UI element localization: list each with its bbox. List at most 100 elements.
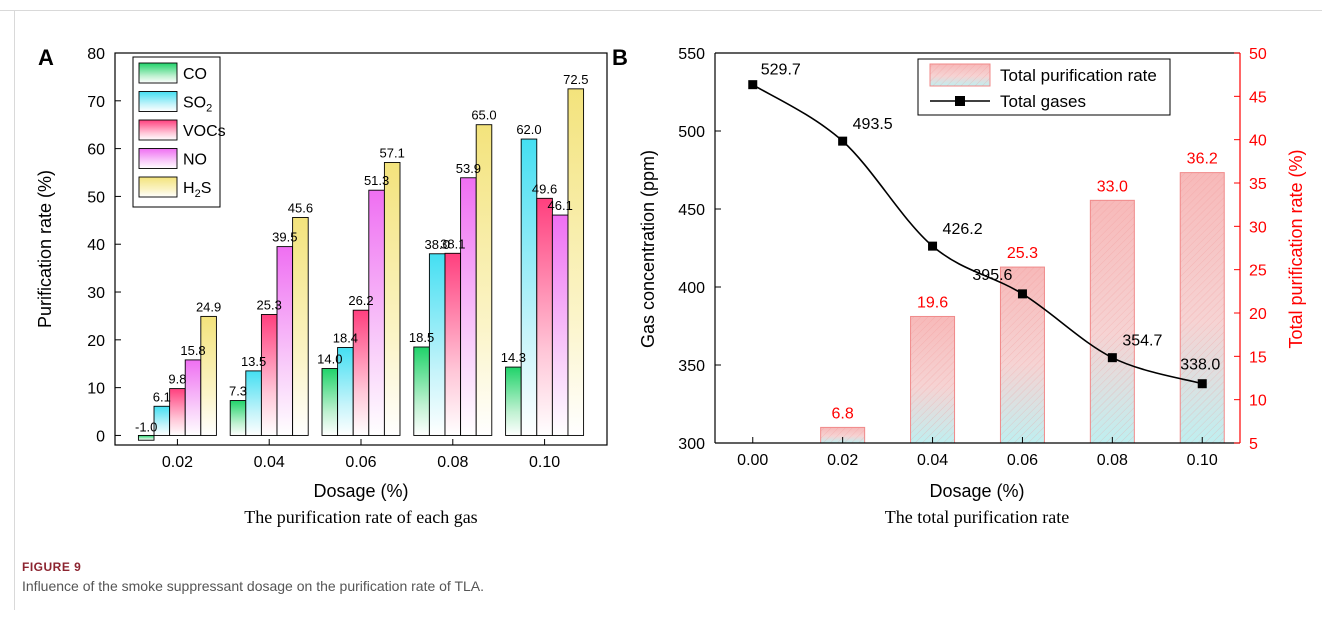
panel-b-right-tick-label: 20 xyxy=(1249,306,1267,323)
total-gases-point-0-08 xyxy=(1107,353,1117,363)
legend-label-so2: SO2 xyxy=(183,95,212,115)
total-purification-label-0-08: 33.0 xyxy=(1097,178,1128,195)
total-purification-label-0-04: 19.6 xyxy=(917,294,948,311)
figure-left-rule xyxy=(14,10,15,610)
legend-swatch-no xyxy=(138,148,178,169)
panel-a-ylabel: Purification rate (%) xyxy=(35,170,55,328)
bar-h2s-0-10 xyxy=(567,88,585,436)
panel-b-right-tick-label: 30 xyxy=(1249,219,1267,236)
panel-b-left-tick-label: 500 xyxy=(678,124,705,141)
total-gases-point-0-02 xyxy=(838,136,848,146)
panel-a-ytick-label: 40 xyxy=(87,237,105,254)
panel-a: A 0 10 20 30 40 50 60 70 80 -1.0 6.1 9.8 15.8 24.9 7.… xyxy=(35,45,608,527)
panel-a-y-ticks: 0 10 20 30 40 50 60 70 80 xyxy=(87,46,121,445)
bar-h2s-0-08 xyxy=(475,124,493,436)
legend-total-gases-label: Total gases xyxy=(1000,92,1086,111)
figure-caption-text: Influence of the smoke suppressant dosag… xyxy=(22,578,485,594)
bar-label-vocs-0-10: 49.6 xyxy=(532,181,557,196)
bar-no-0-06 xyxy=(368,189,385,436)
total-purification-label-0-06: 25.3 xyxy=(1007,245,1038,262)
total-gases-label-0-02: 493.5 xyxy=(853,116,893,133)
bar-no-0-02 xyxy=(184,359,202,436)
panel-b-x-ticks: 0.00 0.02 0.04 0.06 0.08 0.10 xyxy=(737,437,1218,469)
total-gases-label-0-06: 395.6 xyxy=(972,267,1012,284)
bar-label-no-0-06: 51.3 xyxy=(364,173,389,188)
panel-b-xtick-label: 0.06 xyxy=(1007,452,1038,469)
panel-a-xlabel: Dosage (%) xyxy=(313,481,408,501)
bar-vocs-0-10 xyxy=(536,197,553,436)
panel-b-left-ticks: 300 350 400 450 500 550 xyxy=(678,46,721,453)
bar-label-h2s-0-04: 45.6 xyxy=(288,200,313,215)
panel-b-left-tick-label: 350 xyxy=(678,358,705,375)
total-gases-point-0-00 xyxy=(748,80,758,90)
total-gases-point-0-06 xyxy=(1017,289,1027,299)
panel-b-right-tick-label: 15 xyxy=(1249,349,1267,366)
panel-b-xtick-label: 0.04 xyxy=(917,452,948,469)
total-purification-bar-hatch-0-02 xyxy=(820,427,865,443)
bar-label-no-0-04: 39.5 xyxy=(272,230,297,245)
bar-label-no-0-10: 46.1 xyxy=(548,198,573,213)
panel-b-right-ticks: 5 10 15 20 25 30 35 40 45 50 xyxy=(1234,46,1267,453)
figure-9-chart: A 0 10 20 30 40 50 60 70 80 -1.0 6.1 9.8 15.8 24.9 7.… xyxy=(35,45,1306,527)
figure-label: FIGURE 9 xyxy=(22,560,82,574)
bar-label-no-0-08: 53.9 xyxy=(456,161,481,176)
panel-b-bars xyxy=(820,172,1225,444)
bar-co-0-04 xyxy=(229,400,247,436)
bar-label-vocs-0-02: 9.8 xyxy=(168,372,186,387)
panel-b-legend: Total purification rate Total gases xyxy=(917,58,1171,116)
bar-label-co-0-08: 18.5 xyxy=(409,330,434,345)
bar-label-so2-0-06: 18.4 xyxy=(333,330,358,345)
total-purification-label-0-10: 36.2 xyxy=(1187,151,1218,168)
legend-swatch-vocs xyxy=(138,119,178,141)
panel-a-ytick-label: 50 xyxy=(87,189,105,206)
total-purification-bar-hatch-0-08 xyxy=(1090,200,1135,443)
bar-label-so2-0-08: 38.0 xyxy=(425,237,450,252)
legend-label-h2s: H2S xyxy=(183,180,211,200)
panel-a-ytick-label: 70 xyxy=(87,94,105,111)
panel-b-right-tick-label: 35 xyxy=(1249,176,1267,193)
bar-label-so2-0-02: 6.1 xyxy=(153,389,171,404)
panel-b-xlabel: Dosage (%) xyxy=(929,481,1024,501)
bar-label-co-0-10: 14.3 xyxy=(501,350,526,365)
panel-a-xtick-label: 0.04 xyxy=(254,454,285,471)
bar-label-co-0-02: -1.0 xyxy=(135,419,157,434)
panel-a-letter: A xyxy=(38,45,54,70)
panel-b-line-points xyxy=(748,80,1207,389)
legend-label-no: NO xyxy=(183,152,207,169)
bar-label-vocs-0-08: 38.1 xyxy=(440,236,465,251)
panel-b-right-tick-label: 5 xyxy=(1249,436,1258,453)
legend-swatch-so2 xyxy=(138,91,178,112)
bar-co-0-08 xyxy=(413,346,430,436)
panel-b-letter: B xyxy=(612,45,628,70)
panel-b: B 6.8 19.6 25.3 33.0 36.2 529.7 493.5 426.2 395… xyxy=(612,45,1306,527)
bar-no-0-04 xyxy=(276,246,294,436)
panel-b-right-tick-label: 45 xyxy=(1249,89,1267,106)
panel-a-ytick-label: 80 xyxy=(87,46,105,63)
bar-vocs-0-08 xyxy=(444,252,462,436)
bar-label-co-0-06: 14.0 xyxy=(317,352,342,367)
panel-a-ytick-label: 0 xyxy=(96,428,105,445)
panel-a-ytick-label: 30 xyxy=(87,285,105,302)
bar-no-0-10 xyxy=(551,214,569,436)
bar-label-vocs-0-06: 26.2 xyxy=(348,293,373,308)
bar-vocs-0-04 xyxy=(260,314,278,436)
bar-h2s-0-04 xyxy=(292,216,309,436)
panel-b-subtitle: The total purification rate xyxy=(885,507,1069,527)
total-gases-label-0-10: 338.0 xyxy=(1180,357,1220,374)
legend-swatch-co xyxy=(138,62,178,84)
panel-b-right-tick-label: 10 xyxy=(1249,393,1267,410)
bar-label-vocs-0-04: 25.3 xyxy=(257,297,282,312)
panel-b-line-labels: 529.7 493.5 426.2 395.6 354.7 338.0 xyxy=(761,62,1221,374)
bar-label-co-0-04: 7.3 xyxy=(229,384,247,399)
figure-top-rule xyxy=(0,10,1322,11)
bar-label-h2s-0-10: 72.5 xyxy=(563,72,588,87)
panel-a-xtick-label: 0.06 xyxy=(345,454,376,471)
panel-b-xtick-label: 0.02 xyxy=(827,452,858,469)
panel-a-xtick-label: 0.02 xyxy=(162,454,193,471)
legend-swatch-h2s xyxy=(138,176,178,198)
legend-label-co: CO xyxy=(183,66,207,83)
panel-a-ytick-label: 20 xyxy=(87,333,105,350)
bar-h2s-0-06 xyxy=(383,162,401,436)
total-gases-label-0-04: 426.2 xyxy=(943,221,983,238)
panel-a-legend: CO SO2 VOCs NO H2S xyxy=(132,56,226,208)
